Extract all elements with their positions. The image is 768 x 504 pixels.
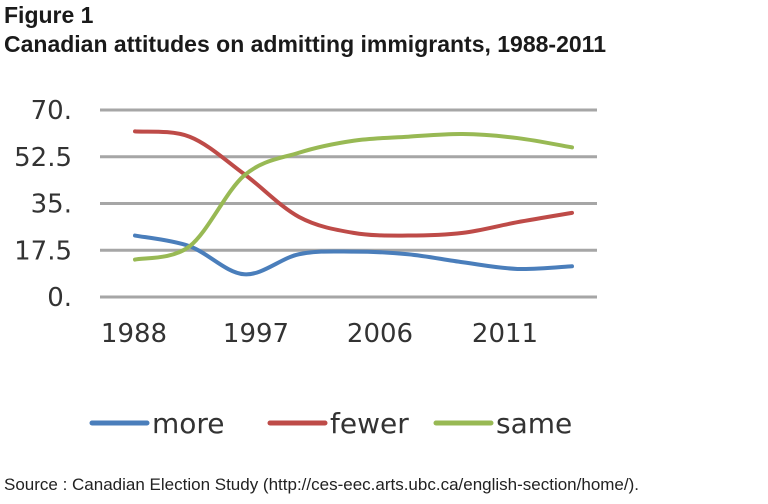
x-tick-label: 2006 bbox=[347, 319, 413, 349]
y-axis-ticks: 0. 17.5 35. 52.5 70. bbox=[14, 96, 72, 313]
x-tick-label: 1997 bbox=[223, 319, 289, 349]
x-tick-label: 2011 bbox=[472, 319, 538, 349]
y-tick-label: 52.5 bbox=[14, 143, 72, 173]
legend-label-fewer: fewer bbox=[330, 407, 409, 440]
series-line-more bbox=[133, 233, 574, 277]
legend-label-same: same bbox=[496, 407, 572, 440]
y-tick-label: 0. bbox=[47, 283, 72, 313]
legend: more fewer same bbox=[89, 407, 572, 440]
figure-label: Figure 1 bbox=[4, 2, 94, 28]
series-line-fewer bbox=[133, 129, 574, 238]
series-line-same bbox=[133, 132, 574, 262]
x-tick-label: 1988 bbox=[101, 319, 167, 349]
y-tick-label: 35. bbox=[31, 190, 72, 220]
series-lines bbox=[133, 129, 574, 277]
y-tick-label: 17.5 bbox=[14, 236, 72, 266]
legend-label-more: more bbox=[152, 407, 225, 440]
source-note: Source : Canadian Election Study (http:/… bbox=[4, 475, 639, 494]
line-chart: 0. 17.5 35. 52.5 70. 1988 1997 2006 2011 more fe… bbox=[14, 96, 597, 440]
y-tick-label: 70. bbox=[31, 96, 72, 126]
grid-lines bbox=[100, 108, 597, 299]
x-axis-ticks: 1988 1997 2006 2011 bbox=[101, 319, 538, 349]
chart-title: Canadian attitudes on admitting immigran… bbox=[4, 31, 606, 57]
